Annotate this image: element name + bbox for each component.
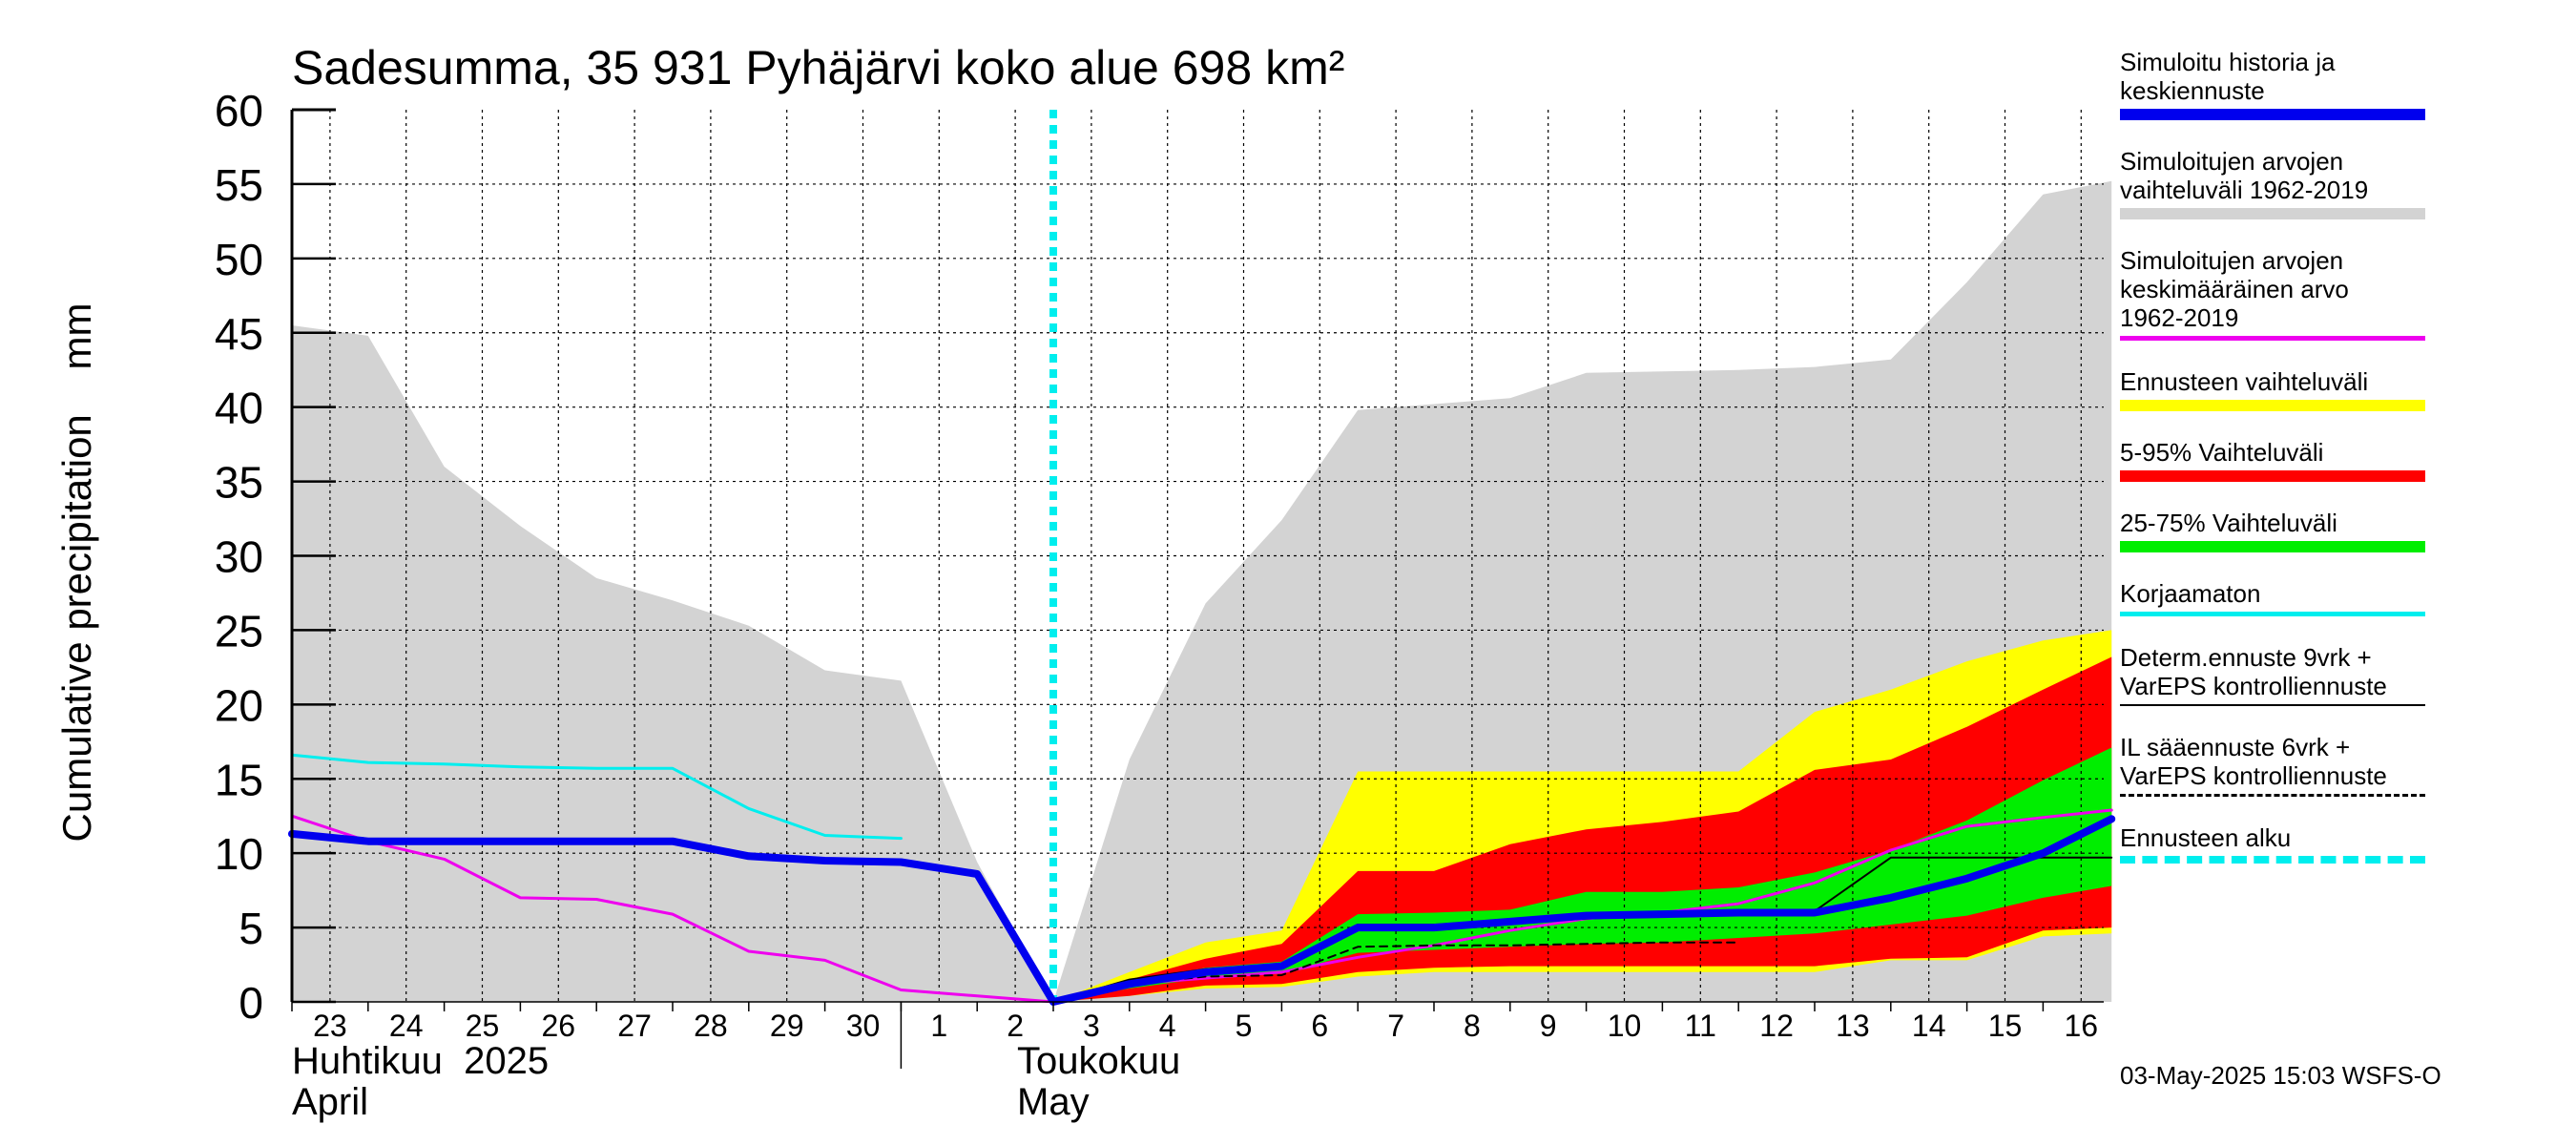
legend-item: Korjaamaton	[2120, 579, 2559, 616]
x-tick-label-8: 1	[930, 1009, 947, 1043]
chart-title: Sadesumma, 35 931 Pyhäjärvi koko alue 69…	[292, 41, 1344, 94]
legend-item: 25-75% Vaihteluväli	[2120, 509, 2559, 552]
line-series-0	[290, 808, 2113, 1004]
legend-swatch	[2120, 470, 2425, 482]
legend-swatch	[2120, 208, 2425, 219]
chart-lines	[288, 110, 2116, 1006]
line-series-4	[288, 815, 2116, 1006]
x-tick-label-6: 29	[770, 1009, 804, 1043]
x-tick-label-23: 16	[2065, 1009, 2099, 1043]
timestamp: 03-May-2025 15:03 WSFS-O	[2120, 1061, 2441, 1090]
month-label-1-line1: Toukokuu	[1017, 1040, 1180, 1082]
legend-label: 5-95% Vaihteluväli	[2120, 438, 2324, 467]
x-tick-label-19: 12	[1759, 1009, 1794, 1043]
y-axis-label: Cumulative precipitation mm	[54, 303, 99, 843]
legend-label: Korjaamaton	[2120, 579, 2261, 608]
legend-item: Simuloitu historia ja keskiennuste	[2120, 48, 2559, 120]
legend-swatch	[2120, 336, 2425, 341]
x-tick-label-18: 11	[1685, 1009, 1716, 1043]
month-label-0-line2: April	[292, 1081, 368, 1123]
legend-item: 5-95% Vaihteluväli	[2120, 438, 2559, 482]
y-tick-label-11: 55	[215, 160, 263, 210]
legend-swatch	[2120, 856, 2425, 864]
legend-label: Ennusteen alku	[2120, 823, 2292, 852]
legend-swatch	[2120, 400, 2425, 411]
legend-swatch	[2120, 794, 2425, 797]
legend-item: Ennusteen alku	[2120, 823, 2559, 864]
y-tick-label-12: 60	[215, 86, 263, 135]
legend-item: IL sääennuste 6vrk + VarEPS kontrollienn…	[2120, 733, 2559, 797]
y-tick-label-5: 25	[215, 606, 263, 656]
legend-swatch	[2120, 612, 2425, 616]
legend-swatch	[2120, 109, 2425, 120]
y-tick-label-4: 20	[215, 680, 263, 730]
y-tick-label-3: 15	[215, 755, 263, 804]
month-label-1-line2: May	[1017, 1081, 1090, 1123]
y-tick-label-0: 0	[239, 978, 263, 1028]
x-tick-label-20: 13	[1836, 1009, 1870, 1043]
chart-legend: Simuloitu historia ja keskiennuste Simulo…	[2120, 48, 2559, 864]
legend-label: Simuloitujen arvojen keskimääräinen arvo…	[2120, 246, 2349, 332]
legend-item: Simuloitujen arvojen keskimääräinen arvo…	[2120, 246, 2559, 341]
y-tick-label-2: 10	[215, 829, 263, 879]
x-tick-label-22: 15	[1988, 1009, 2023, 1043]
x-tick-label-1: 24	[389, 1009, 424, 1043]
band-series-3	[1053, 747, 2112, 1002]
x-tick-label-0: 23	[313, 1009, 347, 1043]
legend-label: Simuloitujen arvojen vaihteluväli 1962-2…	[2120, 147, 2369, 204]
line-series-1	[290, 753, 903, 841]
x-tick-label-2: 25	[466, 1009, 500, 1043]
x-tick-label-10: 3	[1083, 1009, 1100, 1043]
legend-item: Determ.ennuste 9vrk + VarEPS kontrollien…	[2120, 643, 2559, 706]
x-tick-label-15: 8	[1464, 1009, 1481, 1043]
x-tick-label-5: 28	[694, 1009, 728, 1043]
legend-label: Ennusteen vaihteluväli	[2120, 367, 2369, 396]
y-tick-label-9: 45	[215, 309, 263, 359]
y-tick-label-7: 35	[215, 458, 263, 508]
x-tick-label-12: 5	[1236, 1009, 1253, 1043]
x-tick-label-4: 27	[617, 1009, 652, 1043]
x-tick-label-3: 26	[542, 1009, 576, 1043]
legend-label: Simuloitu historia ja keskiennuste	[2120, 48, 2336, 105]
legend-label: Determ.ennuste 9vrk + VarEPS kontrollien…	[2120, 643, 2387, 700]
legend-swatch	[2120, 704, 2425, 706]
x-tick-label-13: 6	[1311, 1009, 1328, 1043]
x-tick-label-14: 7	[1387, 1009, 1404, 1043]
legend-label: 25-75% Vaihteluväli	[2120, 509, 2337, 537]
x-tick-label-9: 2	[1007, 1009, 1024, 1043]
legend-swatch	[2120, 541, 2425, 552]
y-tick-label-8: 40	[215, 384, 263, 433]
line-series-3	[1052, 941, 1740, 1003]
y-tick-label-1: 5	[239, 904, 263, 953]
month-label-0-line1: Huhtikuu 2025	[292, 1040, 549, 1082]
x-tick-label-7: 30	[846, 1009, 881, 1043]
x-tick-label-11: 4	[1159, 1009, 1176, 1043]
legend-label: IL sääennuste 6vrk + VarEPS kontrollienn…	[2120, 733, 2387, 790]
y-tick-label-10: 50	[215, 235, 263, 284]
chart-bands	[292, 180, 2112, 1003]
legend-item: Simuloitujen arvojen vaihteluväli 1962-2…	[2120, 147, 2559, 219]
x-tick-label-17: 10	[1608, 1009, 1642, 1043]
legend-item: Ennusteen vaihteluväli	[2120, 367, 2559, 411]
x-tick-label-21: 14	[1912, 1009, 1946, 1043]
x-tick-label-16: 9	[1540, 1009, 1557, 1043]
y-tick-label-6: 30	[215, 532, 263, 582]
